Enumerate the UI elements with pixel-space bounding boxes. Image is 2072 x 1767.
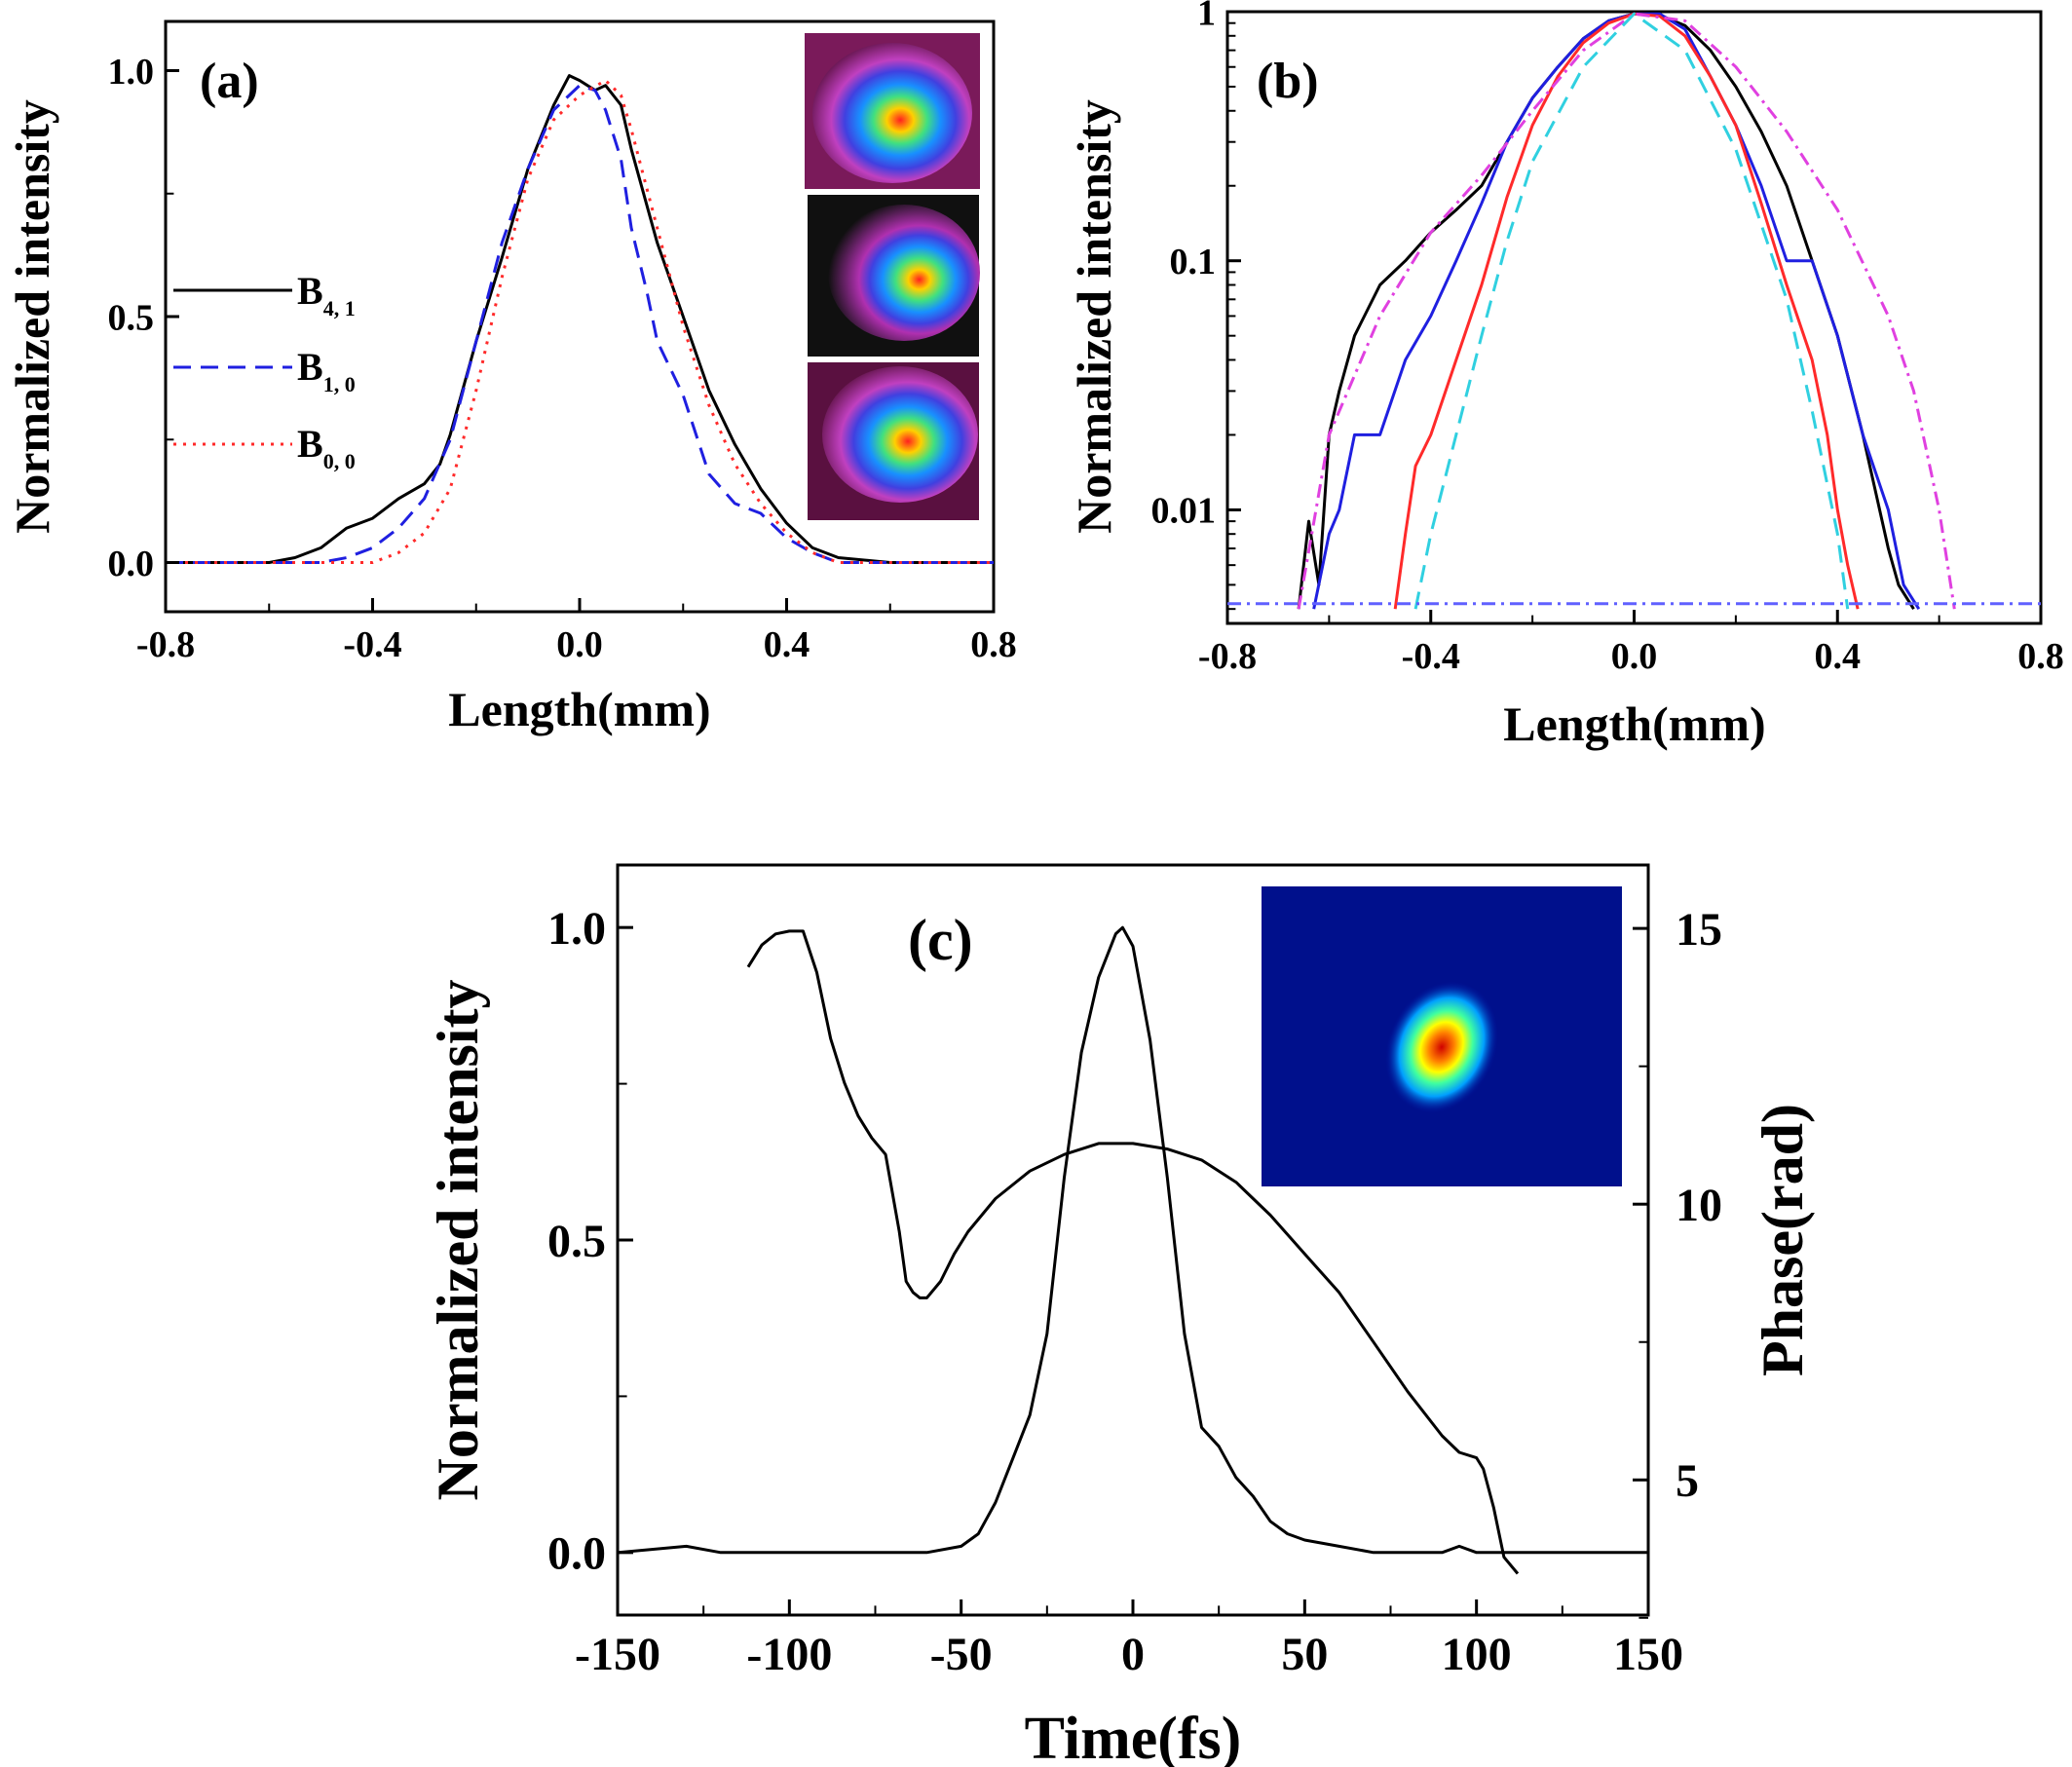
panel-c-ticks-group: -150 -100 -50 0 50 100 150 0.0 0.5 1.0 5 10 15 <box>547 903 1722 1680</box>
panel-a-ticks-group: -0.8 -0.4 0.0 0.4 0.8 0.0 0.5 1.0 <box>108 52 1017 665</box>
panel-c-y2-axis-title: Phase(rad) <box>1751 1104 1815 1376</box>
panel-a-x-axis-title: Length(mm) <box>448 682 710 736</box>
panel-a-x-tick-label: 0.8 <box>970 624 1017 665</box>
panel-a-x-tick-label: 0.0 <box>556 624 603 665</box>
panel-a-y-tick-label: 1.0 <box>108 52 155 93</box>
panel-b-y-tick-label: 1 <box>1197 0 1216 33</box>
beam-image-2-spot <box>828 205 980 341</box>
panel-b-series-black <box>1297 12 1915 610</box>
legend-label-b41: B4, 1 <box>297 269 356 320</box>
legend-main-b00: B <box>297 422 323 466</box>
panel-c-y2-tick-label: 5 <box>1676 1455 1699 1507</box>
panel-c-label: (c) <box>908 908 973 972</box>
legend-main-b10: B <box>297 345 323 389</box>
panel-b-x-axis-title: Length(mm) <box>1503 696 1765 751</box>
panel-c-x-tick-label: 0 <box>1121 1629 1145 1680</box>
panel-a-series-b4-1 <box>166 74 994 564</box>
panel-c-y-axis-title: Normalized intensity <box>426 980 490 1501</box>
panel-b-y-tick-label: 0.1 <box>1170 242 1217 282</box>
panel-a-x-tick-label: -0.4 <box>343 624 401 665</box>
panel-a-label: (a) <box>200 54 259 109</box>
panel-c: -150 -100 -50 0 50 100 150 0.0 0.5 1.0 5 10 15 (c) T… <box>426 863 1815 1767</box>
panel-b-y-tick-label: 0.01 <box>1151 491 1217 532</box>
panel-a-x-tick-label: 0.4 <box>764 624 810 665</box>
panel-c-x-tick-label: -150 <box>575 1629 660 1680</box>
panel-b-x-tick-label: -0.4 <box>1402 636 1460 677</box>
panel-b-label: (b) <box>1257 54 1319 109</box>
panel-c-y-tick-label: 0.0 <box>547 1528 606 1580</box>
panel-b-series-group <box>1227 12 2041 611</box>
panel-c-y2-tick-label: 10 <box>1676 1180 1722 1231</box>
panel-b-x-tick-label: -0.8 <box>1198 636 1257 677</box>
panel-a-y-axis-title: Normalized intensity <box>5 99 59 534</box>
legend-main-b41: B <box>297 269 323 313</box>
legend-sub-b41: 4, 1 <box>323 296 356 320</box>
panel-b: -0.8 -0.4 0.0 0.4 0.8 0.01 0.1 1 (b) Length(mm)… <box>1067 0 2064 751</box>
panel-c-series-group <box>617 925 1648 1575</box>
panel-b-series-blue <box>1312 12 1921 611</box>
panel-c-x-axis-title: Time(fs) <box>1025 1706 1242 1767</box>
panel-b-x-tick-label: 0.0 <box>1611 636 1658 677</box>
legend-sub-b00: 0, 0 <box>323 449 356 473</box>
panel-c-x-tick-label: 150 <box>1613 1629 1683 1680</box>
beam-image-3-spot <box>822 366 978 503</box>
panel-c-x-tick-label: 100 <box>1442 1629 1512 1680</box>
panel-b-series-cyan <box>1413 12 1850 610</box>
panel-a-series-group <box>166 74 994 564</box>
legend-label-b00: B0, 0 <box>297 422 356 473</box>
panel-b-y-axis-title: Normalized intensity <box>1067 99 1121 534</box>
panel-a-y-tick-label: 0.5 <box>108 297 155 338</box>
pulse-image-spot <box>1385 981 1498 1113</box>
panel-c-series-phase <box>746 929 1520 1575</box>
panel-c-y2-tick-label: 15 <box>1676 904 1722 956</box>
panel-a-legend: B4, 1 B1, 0 B0, 0 <box>173 269 356 473</box>
panel-b-x-tick-label: 0.4 <box>1815 636 1862 677</box>
panel-c-x-tick-label: -100 <box>746 1629 832 1680</box>
panel-a-y-tick-label: 0.0 <box>108 544 155 584</box>
panel-b-series-magenta <box>1297 12 1956 610</box>
panel-a-series-b0-0 <box>166 79 994 564</box>
panel-b-frame <box>1225 10 2043 625</box>
panel-c-y-tick-label: 0.5 <box>547 1216 606 1267</box>
panel-b-ticks-group: -0.8 -0.4 0.0 0.4 0.8 0.01 0.1 1 <box>1151 0 2064 677</box>
legend-label-b10: B1, 0 <box>297 345 356 396</box>
panel-b-x-tick-label: 0.8 <box>2017 636 2064 677</box>
beam-image-1-spot <box>812 43 972 183</box>
panel-a: -0.8 -0.4 0.0 0.4 0.80.00.51.0 (a) B4, 1 B1,… <box>5 19 1017 736</box>
panel-a-x-tick-label: -0.8 <box>136 624 195 665</box>
panel-a-series-b1-0 <box>166 84 994 564</box>
panel-c-y-tick-label: 1.0 <box>547 903 606 955</box>
panel-c-series-intensity <box>617 925 1648 1555</box>
panel-c-x-tick-label: -50 <box>930 1629 993 1680</box>
panel-c-x-tick-label: 50 <box>1281 1629 1328 1680</box>
legend-sub-b10: 1, 0 <box>323 372 356 396</box>
panel-a-beam-images <box>805 33 980 520</box>
